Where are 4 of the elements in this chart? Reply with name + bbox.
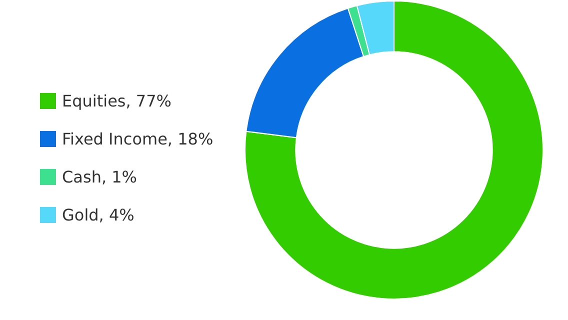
legend-label: Gold, 4% — [62, 206, 134, 224]
legend-label: Cash, 1% — [62, 168, 138, 186]
legend-label: Fixed Income, 18% — [62, 130, 214, 148]
legend-label: Equities, 77% — [62, 92, 172, 110]
